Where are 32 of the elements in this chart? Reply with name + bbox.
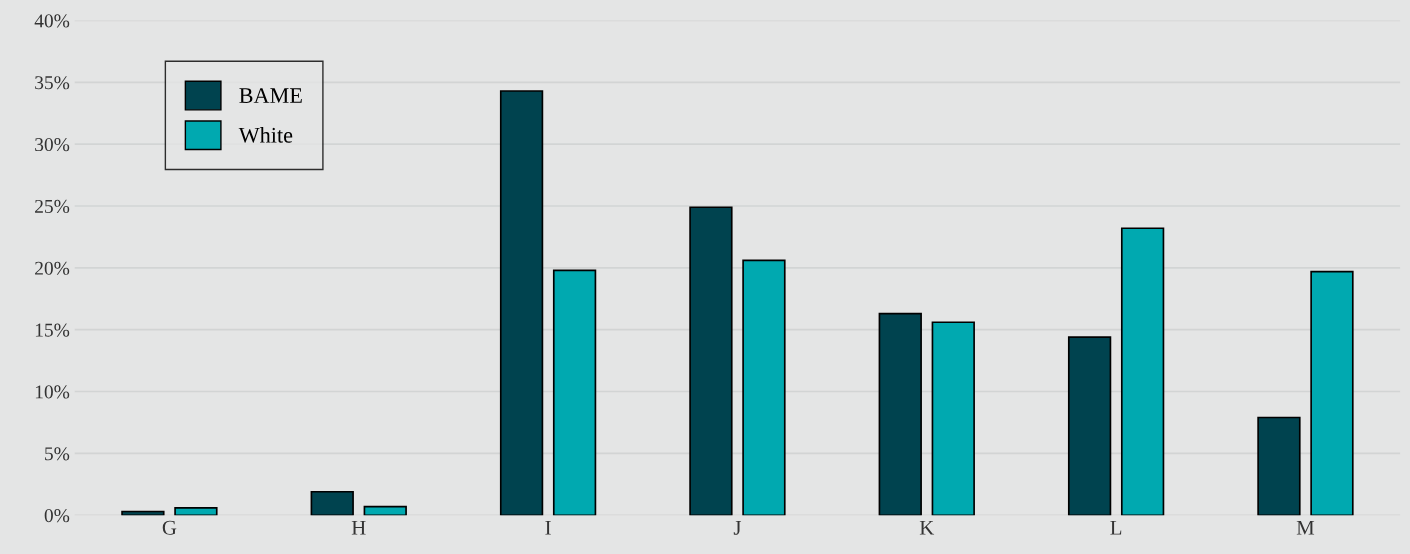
- y-tick-label: 15%: [35, 323, 70, 337]
- bar: [1120, 227, 1165, 516]
- x-tick-label: H: [351, 520, 366, 535]
- bar: [689, 206, 733, 516]
- bar: [552, 269, 597, 516]
- bar: [1310, 270, 1354, 516]
- y-tick-label: 40%: [34, 14, 70, 28]
- legend-label: BAME: [239, 88, 302, 103]
- y-tick-label: 0%: [44, 509, 70, 523]
- bar: [931, 321, 975, 516]
- x-tick-label: I: [545, 520, 551, 535]
- bar: [878, 312, 922, 516]
- bar: [310, 490, 354, 516]
- bar: [742, 259, 786, 516]
- x-tick-label: K: [919, 520, 935, 535]
- bar: [1067, 336, 1112, 516]
- y-tick-label: 10%: [35, 385, 70, 399]
- bar: [174, 506, 218, 516]
- x-tick-label: G: [162, 520, 177, 535]
- x-tick-label: L: [1110, 520, 1122, 535]
- bar: [499, 90, 544, 516]
- y-tick-label: 25%: [35, 199, 70, 214]
- bar: [1257, 416, 1301, 516]
- y-tick-label: 35%: [35, 76, 70, 90]
- x-tick-label: J: [733, 520, 742, 535]
- bar: [121, 510, 165, 516]
- y-tick-label: 5%: [45, 447, 70, 461]
- y-tick-label: 30%: [35, 137, 70, 152]
- y-tick-label: 20%: [35, 261, 70, 275]
- x-tick-label: M: [1296, 520, 1315, 535]
- legend-label: White: [238, 127, 293, 143]
- bar: [363, 505, 407, 516]
